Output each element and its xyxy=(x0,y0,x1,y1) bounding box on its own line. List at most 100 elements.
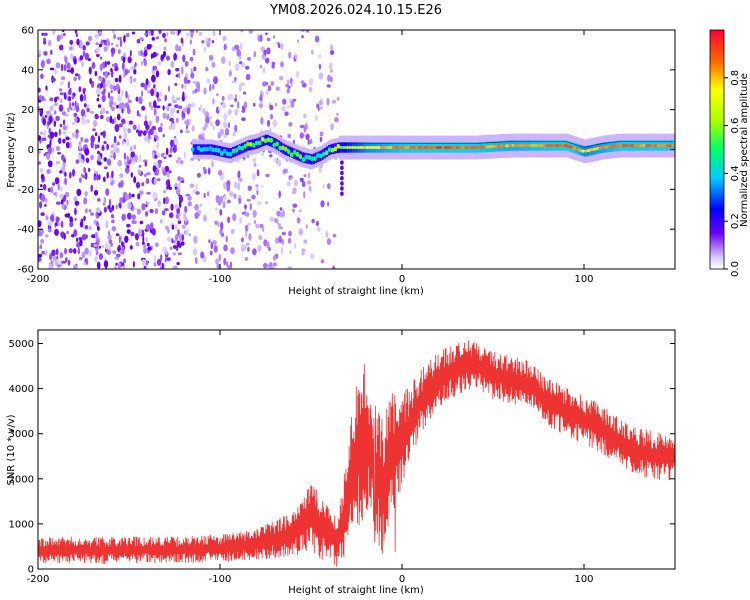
noise-speck xyxy=(154,208,159,215)
ridge-point xyxy=(589,148,594,152)
noise-speck xyxy=(135,96,139,102)
noise-speck xyxy=(52,182,56,186)
noise-speck xyxy=(133,78,137,82)
noise-speck xyxy=(260,46,265,53)
ridge-point xyxy=(662,144,667,147)
noise-speck xyxy=(60,199,64,205)
noise-speck xyxy=(135,242,140,247)
noise-speck xyxy=(47,220,53,226)
noise-speck xyxy=(40,238,45,244)
noise-speck xyxy=(332,265,335,269)
ridge-point xyxy=(190,147,195,152)
noise-speck xyxy=(76,38,80,46)
noise-speck xyxy=(151,228,156,236)
noise-speck xyxy=(168,125,171,131)
noise-speck xyxy=(238,84,243,92)
noise-speck xyxy=(38,149,41,155)
noise-speck xyxy=(68,141,73,149)
ridge-point xyxy=(502,144,507,148)
noise-speck xyxy=(98,77,103,82)
noise-speck xyxy=(45,110,51,115)
noise-speck xyxy=(149,128,154,136)
noise-speck xyxy=(126,165,130,169)
noise-speck xyxy=(126,229,131,235)
noise-speck xyxy=(54,177,60,185)
noise-speck xyxy=(54,68,57,75)
noise-speck xyxy=(121,213,126,221)
noise-speck xyxy=(271,63,275,69)
noise-speck xyxy=(160,122,163,128)
noise-speck xyxy=(224,194,227,201)
noise-speck xyxy=(69,87,72,92)
noise-speck xyxy=(318,54,322,59)
noise-speck xyxy=(153,84,156,89)
noise-speck xyxy=(154,65,158,71)
noise-speck xyxy=(147,246,152,251)
noise-speck xyxy=(141,105,146,111)
noise-speck xyxy=(163,197,166,205)
noise-speck xyxy=(110,42,114,46)
ridge-point xyxy=(403,146,408,149)
noise-speck xyxy=(236,49,241,57)
noise-speck xyxy=(230,104,234,108)
noise-speck xyxy=(162,170,167,176)
noise-speck xyxy=(106,171,109,179)
noise-speck xyxy=(47,160,53,168)
noise-speck xyxy=(144,32,148,36)
ridge-point xyxy=(514,144,518,147)
noise-speck xyxy=(194,88,198,93)
noise-speck xyxy=(314,35,320,43)
noise-speck xyxy=(164,38,167,43)
noise-speck xyxy=(67,69,72,73)
noise-speck xyxy=(115,233,120,237)
ridge-point xyxy=(470,146,475,149)
noise-speck xyxy=(65,136,70,141)
noise-speck xyxy=(288,230,292,237)
ridge-point xyxy=(377,146,381,149)
noise-speck xyxy=(63,131,66,135)
ridge-point xyxy=(531,144,536,147)
ridge-point xyxy=(409,146,413,149)
noise-speck xyxy=(125,90,128,99)
noise-speck xyxy=(71,94,75,100)
noise-speck xyxy=(318,72,324,80)
noise-speck xyxy=(245,242,250,246)
noise-speck xyxy=(157,126,163,133)
noise-speck xyxy=(233,193,237,199)
noise-speck xyxy=(265,32,268,36)
noise-speck xyxy=(308,185,312,191)
noise-speck xyxy=(81,117,86,125)
noise-speck xyxy=(303,174,307,178)
noise-speck xyxy=(269,104,274,111)
noise-speck xyxy=(72,105,75,112)
noise-speck xyxy=(108,198,112,207)
noise-speck xyxy=(121,140,126,146)
ridge-point xyxy=(479,145,483,149)
noise-speck xyxy=(38,161,41,165)
ridge-point xyxy=(461,146,466,149)
noise-speck xyxy=(185,193,191,197)
x-tick-label: 100 xyxy=(574,574,593,585)
noise-speck xyxy=(270,81,275,86)
noise-speck xyxy=(121,90,124,97)
noise-speck xyxy=(73,248,77,254)
noise-speck xyxy=(138,96,143,105)
noise-speck xyxy=(77,73,81,81)
noise-speck xyxy=(147,139,151,144)
ridge-point xyxy=(467,146,472,149)
noise-speck xyxy=(86,107,90,113)
ridge-point xyxy=(263,138,268,144)
noise-speck xyxy=(160,219,163,224)
ridge-point xyxy=(496,144,501,148)
noise-speck xyxy=(232,213,237,222)
noise-speck xyxy=(195,183,198,191)
ridge-point xyxy=(613,144,617,148)
noise-speck xyxy=(164,94,167,102)
noise-speck xyxy=(72,44,75,51)
noise-speck xyxy=(136,208,141,215)
noise-speck xyxy=(169,146,173,153)
noise-speck xyxy=(114,256,120,260)
spectrogram-ridge-layer xyxy=(190,129,675,170)
noise-speck xyxy=(61,30,65,33)
noise-speck xyxy=(143,136,148,142)
